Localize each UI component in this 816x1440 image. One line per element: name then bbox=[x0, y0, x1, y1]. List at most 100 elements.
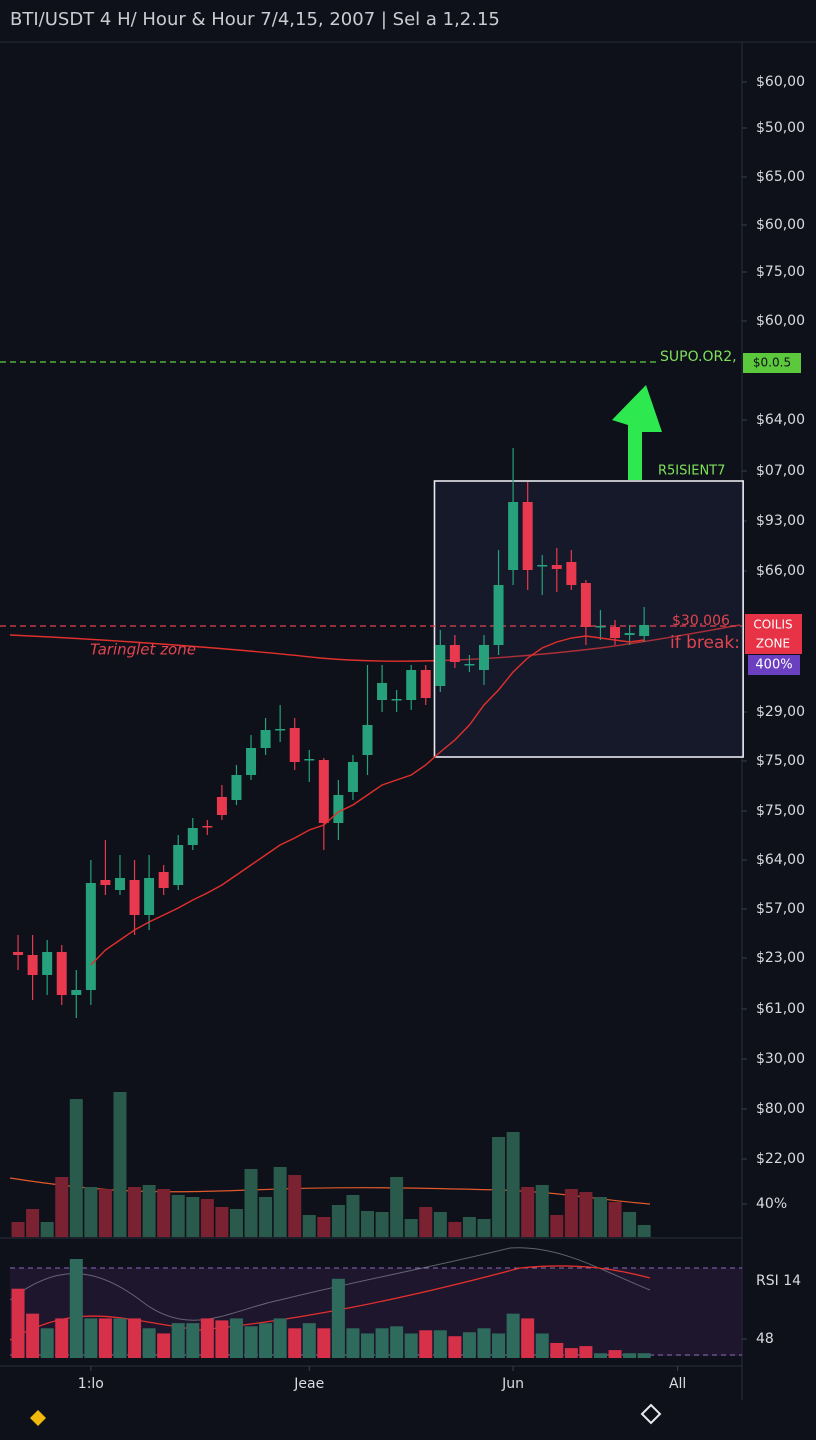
bar bbox=[200, 1199, 214, 1237]
bar bbox=[317, 1328, 331, 1358]
bar bbox=[462, 1217, 476, 1237]
bar bbox=[448, 1222, 462, 1237]
y-tick-label: $60,00 bbox=[756, 313, 805, 329]
bar bbox=[98, 1189, 112, 1237]
bar bbox=[215, 1320, 229, 1358]
y-tick-label: $61,00 bbox=[756, 1001, 805, 1017]
bar bbox=[302, 1323, 316, 1358]
candle-body bbox=[85, 883, 96, 990]
bar bbox=[26, 1209, 40, 1237]
candle-body bbox=[333, 795, 344, 823]
bar bbox=[477, 1219, 491, 1237]
bar bbox=[128, 1318, 142, 1358]
break-label: if break: bbox=[670, 633, 740, 653]
bar bbox=[375, 1212, 389, 1237]
bar bbox=[608, 1350, 622, 1358]
candle-body bbox=[304, 759, 315, 761]
bar bbox=[331, 1278, 345, 1358]
bar bbox=[593, 1197, 607, 1237]
y-tick-label: $75,00 bbox=[756, 803, 805, 819]
candle-body bbox=[537, 565, 548, 567]
bar bbox=[55, 1318, 69, 1358]
y-tick-label: $65,00 bbox=[756, 169, 805, 185]
bar bbox=[273, 1167, 287, 1237]
candle-body bbox=[13, 952, 24, 955]
bar bbox=[331, 1205, 345, 1237]
candle-body bbox=[289, 728, 300, 762]
bar bbox=[346, 1328, 360, 1358]
rsi-line bbox=[9, 1247, 651, 1321]
bar bbox=[579, 1192, 593, 1237]
candle-body bbox=[522, 502, 533, 570]
y-tick-label: $66,00 bbox=[756, 563, 805, 579]
bar bbox=[55, 1177, 69, 1237]
candle-body bbox=[275, 729, 286, 731]
candle-body bbox=[114, 878, 125, 890]
bar bbox=[113, 1318, 127, 1358]
y-tick-label: $57,00 bbox=[756, 901, 805, 917]
rsi-signal bbox=[9, 1265, 651, 1341]
bar bbox=[302, 1215, 316, 1237]
bar bbox=[128, 1187, 142, 1237]
bar bbox=[419, 1207, 433, 1237]
x-tick-label: All bbox=[669, 1376, 686, 1392]
y-tick-label: $23,00 bbox=[756, 950, 805, 966]
footer bbox=[30, 1403, 662, 1426]
bar bbox=[229, 1318, 243, 1358]
bar bbox=[317, 1217, 331, 1237]
candle-body bbox=[158, 872, 169, 888]
bar bbox=[579, 1346, 593, 1358]
y-tick-label: $29,00 bbox=[756, 704, 805, 720]
bar bbox=[550, 1215, 564, 1237]
candle-body bbox=[42, 952, 53, 975]
support-label: SUPO.OR2, bbox=[660, 349, 737, 365]
pane-title: RSI 14 bbox=[756, 1273, 801, 1289]
bar bbox=[419, 1330, 433, 1358]
y-tick-label: $60,00 bbox=[756, 74, 805, 90]
candle-body bbox=[318, 760, 329, 823]
candle-body bbox=[391, 699, 402, 701]
bar bbox=[623, 1212, 637, 1237]
zone-tag bbox=[745, 614, 802, 654]
x-tick-label: 1:lo bbox=[78, 1376, 104, 1392]
bar bbox=[273, 1318, 287, 1358]
candle-body bbox=[231, 775, 242, 800]
candle-body bbox=[202, 826, 213, 828]
bar bbox=[259, 1323, 273, 1358]
bar bbox=[157, 1333, 171, 1358]
candle-body bbox=[56, 952, 67, 995]
bar bbox=[288, 1328, 302, 1358]
y-tick-label: $50,00 bbox=[756, 120, 805, 136]
bar bbox=[157, 1189, 171, 1237]
bar bbox=[11, 1288, 25, 1358]
bar bbox=[40, 1222, 54, 1237]
candle-body bbox=[260, 730, 271, 748]
candle-body bbox=[246, 748, 257, 775]
candle-body bbox=[129, 880, 140, 915]
bar bbox=[186, 1323, 200, 1358]
bar bbox=[564, 1348, 578, 1358]
zone-bottom: ZONE bbox=[756, 637, 790, 651]
bar bbox=[84, 1187, 98, 1237]
y-tick-label: $64,00 bbox=[756, 412, 805, 428]
brand-icon bbox=[30, 1410, 46, 1426]
bar bbox=[477, 1328, 491, 1358]
bar bbox=[142, 1185, 156, 1237]
y-tick-label: $80,00 bbox=[756, 1101, 805, 1117]
y-tick-label: 40% bbox=[756, 1196, 787, 1212]
y-tick-label: $75,00 bbox=[756, 264, 805, 280]
y-tick-label: $22,00 bbox=[756, 1151, 805, 1167]
x-tick-label: Jun bbox=[501, 1376, 524, 1392]
candle-body bbox=[493, 585, 504, 645]
candle-body bbox=[639, 625, 650, 636]
bar bbox=[288, 1175, 302, 1237]
bar bbox=[608, 1202, 622, 1237]
bar bbox=[171, 1323, 185, 1358]
bar bbox=[69, 1099, 83, 1237]
bar bbox=[506, 1132, 520, 1237]
y-tick-label: $60,00 bbox=[756, 217, 805, 233]
candle-body bbox=[27, 955, 38, 975]
y-tick-label: $64,00 bbox=[756, 852, 805, 868]
